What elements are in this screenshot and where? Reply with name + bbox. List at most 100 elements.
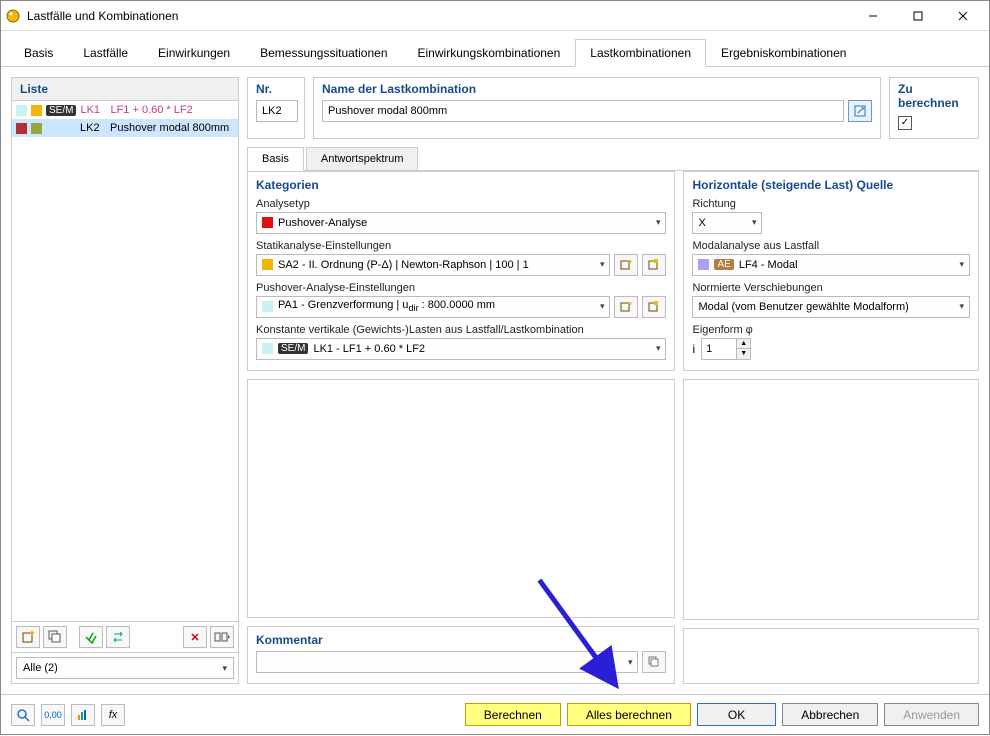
main-tab-6[interactable]: Ergebniskombinationen (706, 39, 861, 66)
eigen-i: i (692, 342, 695, 356)
pushover-text: PA1 - Grenzverformung | udir : 800.0000 … (278, 299, 595, 313)
eigen-label: Eigenform φ (692, 324, 970, 336)
swatch (262, 301, 273, 312)
copy-button[interactable] (43, 626, 67, 648)
analysetyp-dropdown[interactable]: Pushover-Analyse ▾ (256, 212, 666, 234)
chevron-down-icon: ▾ (959, 259, 964, 270)
empty-panel-right-1 (683, 379, 979, 621)
list-body[interactable]: SE/MLK1LF1 + 0.60 * LF2LK2Pushover modal… (12, 101, 238, 621)
comment-label: Kommentar (256, 633, 666, 647)
filter-text: Alle (2) (23, 662, 58, 674)
statik-text: SA2 - II. Ordnung (P-Δ) | Newton-Raphson… (278, 259, 595, 271)
richtung-label: Richtung (692, 198, 970, 210)
list-row[interactable]: LK2Pushover modal 800mm (12, 119, 238, 137)
swatch (698, 259, 709, 270)
main-tab-1[interactable]: Lastfälle (68, 39, 143, 66)
cancel-button[interactable]: Abbrechen (782, 703, 878, 726)
konst-dropdown[interactable]: SE/M LK1 - LF1 + 0.60 * LF2 ▾ (256, 338, 666, 360)
kategorien-header: Kategorien (256, 178, 666, 192)
fx-button[interactable]: fx (101, 704, 125, 726)
apply-button[interactable]: Anwenden (884, 703, 979, 726)
list-row[interactable]: SE/MLK1LF1 + 0.60 * LF2 (12, 101, 238, 119)
calc-checkbox[interactable]: ✓ (898, 116, 912, 130)
swatch (262, 217, 273, 228)
list-header: Liste (12, 78, 238, 101)
name-input[interactable] (322, 100, 844, 122)
sub-tab-1[interactable]: Antwortspektrum (306, 147, 419, 170)
list-toolbar: ✕ (12, 621, 238, 652)
nr-input[interactable] (256, 100, 298, 122)
pushover-label: Pushover-Analyse-Einstellungen (256, 282, 666, 294)
maximize-button[interactable] (895, 1, 940, 30)
norm-text: Modal (vom Benutzer gewählte Modalform) (698, 301, 954, 313)
main-tab-3[interactable]: Bemessungssituationen (245, 39, 402, 66)
title-bar: Lastfälle und Kombinationen (1, 1, 989, 31)
swap-button[interactable] (106, 626, 130, 648)
analysetyp-label: Analysetyp (256, 198, 666, 210)
check-all-button[interactable] (79, 626, 103, 648)
chevron-down-icon: ▾ (656, 343, 661, 354)
statik-edit-button[interactable] (642, 254, 666, 276)
detail-panel: BasisAntwortspektrum Kategorien Analyset… (247, 147, 979, 685)
modal-badge: AE (714, 259, 733, 270)
main-tab-2[interactable]: Einwirkungen (143, 39, 245, 66)
row-code: LK1 (80, 104, 106, 116)
row-code: LK2 (80, 122, 106, 134)
filter-row: Alle (2) ▾ (12, 652, 238, 683)
chevron-down-icon: ▾ (752, 217, 757, 228)
sub-tabs: BasisAntwortspektrum (247, 147, 979, 171)
konst-badge: SE/M (278, 343, 308, 354)
units-button[interactable]: 0,00 (41, 704, 65, 726)
eigen-value: 1 (702, 339, 736, 359)
statik-dropdown[interactable]: SA2 - II. Ordnung (P-Δ) | Newton-Raphson… (256, 254, 610, 276)
edit-name-button[interactable] (848, 100, 872, 122)
chevron-down-icon: ▾ (222, 663, 227, 674)
list-panel: Liste SE/MLK1LF1 + 0.60 * LF2LK2Pushover… (11, 77, 239, 684)
norm-dropdown[interactable]: Modal (vom Benutzer gewählte Modalform) … (692, 296, 970, 318)
calc-label: Zu berechnen (898, 82, 970, 110)
minimize-button[interactable] (850, 1, 895, 30)
eigen-spinner[interactable]: 1 ▲ ▼ (701, 338, 751, 360)
modal-dropdown[interactable]: AE LF4 - Modal ▾ (692, 254, 970, 276)
sub-tab-0[interactable]: Basis (247, 147, 304, 171)
calculate-button[interactable]: Berechnen (465, 703, 561, 726)
dialog-footer: 0,00 fx Berechnen Alles berechnen OK Abb… (1, 694, 989, 734)
pushover-edit-button[interactable] (642, 296, 666, 318)
main-tab-5[interactable]: Lastkombinationen (575, 39, 706, 67)
delete-button[interactable]: ✕ (183, 626, 207, 648)
main-tabs: BasisLastfälleEinwirkungenBemessungssitu… (1, 31, 989, 67)
chart-button[interactable] (71, 704, 95, 726)
new-button[interactable] (16, 626, 40, 648)
spinner-up-icon[interactable]: ▲ (737, 339, 750, 350)
comment-combo[interactable]: ▾ (256, 651, 638, 673)
calculate-all-button[interactable]: Alles berechnen (567, 703, 691, 726)
ok-button[interactable]: OK (697, 703, 776, 726)
spinner-down-icon[interactable]: ▼ (737, 349, 750, 359)
swatch (31, 123, 42, 134)
pushover-dropdown[interactable]: PA1 - Grenzverformung | udir : 800.0000 … (256, 296, 610, 318)
quelle-header: Horizontale (steigende Last) Quelle (692, 178, 970, 192)
window-controls (850, 1, 985, 30)
chevron-down-icon: ▾ (959, 301, 964, 312)
columns-button[interactable] (210, 626, 234, 648)
row-desc: LF1 + 0.60 * LF2 (110, 104, 192, 116)
name-label: Name der Lastkombination (322, 82, 872, 96)
chevron-down-icon: ▾ (656, 217, 661, 228)
main-tab-0[interactable]: Basis (9, 39, 68, 66)
modal-label: Modalanalyse aus Lastfall (692, 240, 970, 252)
comment-library-button[interactable] (642, 651, 666, 673)
richtung-dropdown[interactable]: X ▾ (692, 212, 762, 234)
modal-text: LF4 - Modal (739, 259, 955, 271)
swatch (16, 105, 27, 116)
main-tab-4[interactable]: Einwirkungskombinationen (403, 39, 576, 66)
search-icon-button[interactable] (11, 704, 35, 726)
window-title: Lastfälle und Kombinationen (27, 9, 850, 23)
statik-new-button[interactable] (614, 254, 638, 276)
filter-combo[interactable]: Alle (2) ▾ (16, 657, 234, 679)
close-button[interactable] (940, 1, 985, 30)
empty-panel-left (247, 379, 675, 619)
empty-panel-right-2 (683, 628, 979, 684)
swatch (262, 259, 273, 270)
pushover-new-button[interactable] (614, 296, 638, 318)
swatch (262, 343, 273, 354)
